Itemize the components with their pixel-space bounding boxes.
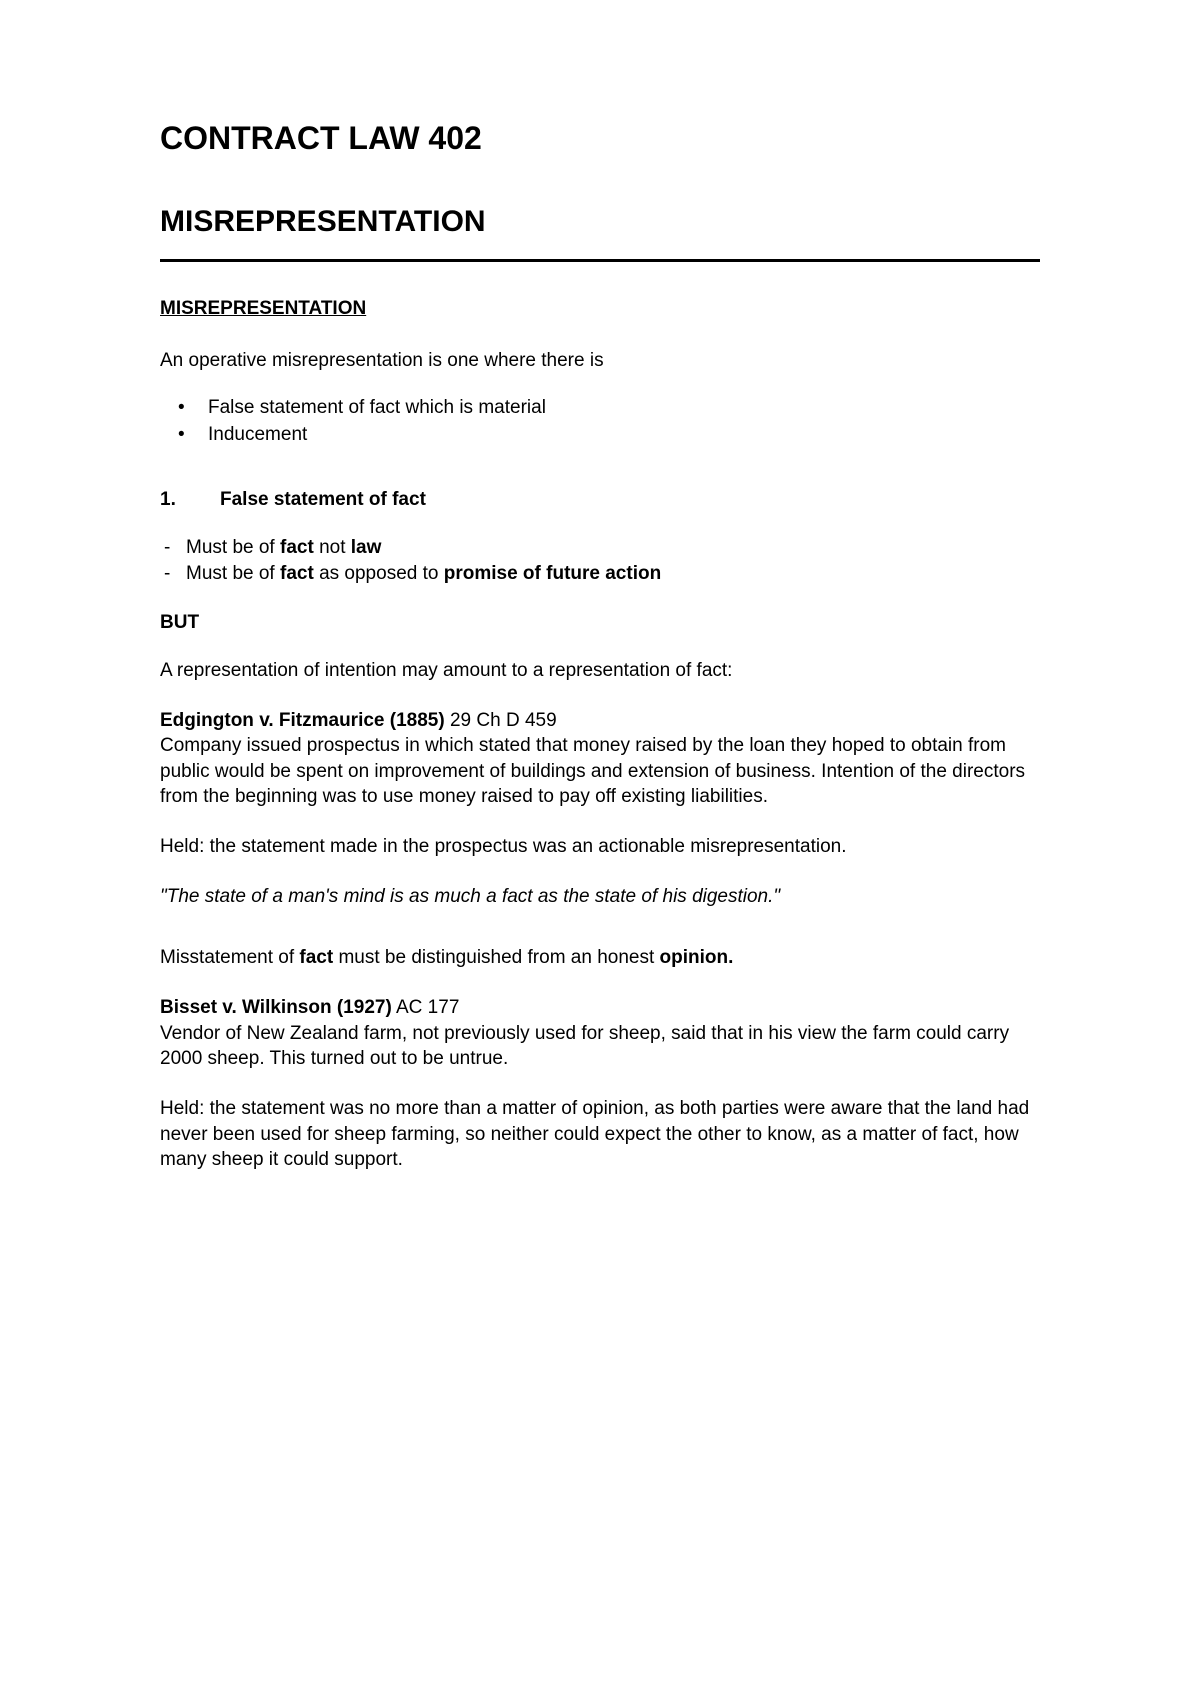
case-held: Held: the statement was no more than a m… — [160, 1096, 1040, 1173]
dash-item: Must be of fact not law — [160, 535, 1040, 562]
bold-text: fact — [299, 947, 333, 968]
case-facts: Vendor of New Zealand farm, not previous… — [160, 1021, 1040, 1072]
bold-text: opinion. — [660, 947, 734, 968]
case-citation: Bisset v. Wilkinson (1927) AC 177 — [160, 995, 1040, 1021]
text: Must be of — [186, 537, 280, 558]
text: Misstatement of — [160, 947, 299, 968]
bold-text: law — [351, 537, 382, 558]
case-held: Held: the statement made in the prospect… — [160, 834, 1040, 860]
bullet-item: False statement of fact which is materia… — [160, 394, 1040, 422]
case-name: Bisset v. Wilkinson (1927) — [160, 997, 392, 1018]
bullet-item: Inducement — [160, 421, 1040, 449]
paragraph: A representation of intention may amount… — [160, 658, 1040, 684]
dash-list: Must be of fact not law Must be of fact … — [160, 535, 1040, 588]
bold-text: fact — [280, 563, 314, 584]
text: not — [314, 537, 351, 558]
case-cite: 29 Ch D 459 — [445, 710, 557, 731]
dash-item: Must be of fact as opposed to promise of… — [160, 561, 1040, 588]
text: Must be of — [186, 563, 280, 584]
case-facts: Company issued prospectus in which state… — [160, 733, 1040, 810]
document-title: CONTRACT LAW 402 — [160, 120, 1040, 157]
case-citation: Edgington v. Fitzmaurice (1885) 29 Ch D … — [160, 708, 1040, 734]
but-heading: BUT — [160, 612, 1040, 634]
case-name: Edgington v. Fitzmaurice (1885) — [160, 710, 445, 731]
bold-text: promise of future action — [444, 563, 661, 584]
divider — [160, 259, 1040, 262]
bullet-list: False statement of fact which is materia… — [160, 394, 1040, 449]
bold-text: fact — [280, 537, 314, 558]
text: must be distinguished from an honest — [333, 947, 659, 968]
numbered-number: 1. — [160, 489, 220, 511]
paragraph: Misstatement of fact must be distinguish… — [160, 945, 1040, 971]
text: as opposed to — [314, 563, 444, 584]
case-quote: "The state of a man's mind is as much a … — [160, 884, 1040, 910]
intro-paragraph: An operative misrepresentation is one wh… — [160, 348, 1040, 374]
section-heading: MISREPRESENTATION — [160, 298, 1040, 320]
case-cite: AC 177 — [392, 997, 460, 1018]
document-subtitle: MISREPRESENTATION — [160, 205, 1040, 239]
numbered-label: False statement of fact — [220, 489, 426, 510]
numbered-heading: 1.False statement of fact — [160, 489, 1040, 511]
